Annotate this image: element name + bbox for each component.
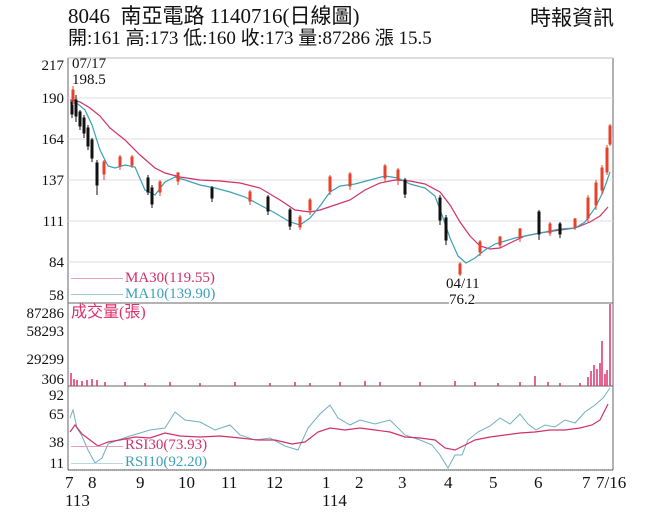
- x-tick-jun: 6: [534, 473, 543, 492]
- volume-label: 量: [298, 28, 318, 49]
- chart-kind: (日線圖): [282, 4, 360, 28]
- x-tick-jul: 7: [65, 473, 74, 492]
- low-value: 160: [207, 28, 236, 49]
- change-value: 15.5: [398, 28, 432, 49]
- x-year-113: 113: [65, 491, 90, 510]
- volume-tick-3: 29299: [26, 352, 65, 368]
- x-tick-jan: 1: [322, 473, 331, 492]
- x-tick-mar: 3: [398, 473, 407, 492]
- ma10-line: [69, 101, 611, 264]
- rsi-tick-38: 38: [49, 435, 64, 451]
- high-value: 173: [149, 28, 179, 49]
- x-tick-jul2: 7: [582, 473, 591, 492]
- ma10-legend: MA10(139.90): [125, 286, 216, 302]
- price-tick-137: 137: [41, 173, 65, 189]
- price-tick-58: 58: [49, 288, 64, 304]
- open-value: 161: [92, 28, 121, 49]
- candlesticks: [70, 86, 612, 276]
- ma30-legend-swatch: [71, 278, 123, 279]
- stock-code: 8046: [68, 4, 110, 28]
- high-label: 高: [125, 28, 145, 49]
- volume-bars: [70, 304, 611, 386]
- rsi30-legend: RSI30(73.93): [125, 437, 208, 453]
- x-year-114: 114: [322, 491, 347, 510]
- x-tick-aug: 8: [88, 473, 97, 492]
- change-label: 漲: [374, 28, 394, 49]
- rsi10-line: [69, 387, 611, 470]
- high-date-label: 07/17: [72, 56, 107, 72]
- volume-tick-min: 306: [41, 372, 65, 388]
- rsi-tick-65: 65: [49, 407, 64, 423]
- price-tick-84: 84: [49, 255, 64, 271]
- rsi-tick-11: 11: [49, 456, 64, 472]
- low-label: 低: [183, 28, 203, 49]
- price-tick-190: 190: [41, 91, 65, 107]
- chart-date: 1140716: [209, 4, 283, 28]
- low-value-label: 76.2: [449, 292, 476, 308]
- volume-tick-2: 58293: [26, 324, 65, 340]
- close-label: 收: [240, 28, 260, 49]
- ma30-legend: MA30(119.55): [125, 270, 215, 286]
- x-tick-may: 5: [489, 473, 498, 492]
- price-tick-217: 217: [41, 58, 65, 74]
- rsi10-legend-swatch: [71, 463, 123, 464]
- x-tick-apr: 4: [444, 473, 453, 492]
- ma30-line: [69, 99, 609, 250]
- ma10-legend-swatch: [71, 294, 123, 295]
- brand-label: 時報資訊: [530, 6, 614, 30]
- x-tick-feb: 2: [355, 473, 364, 492]
- rsi10-legend: RSI10(92.20): [125, 454, 208, 470]
- low-date-label: 04/11: [446, 276, 480, 292]
- rsi-tick-92: 92: [49, 388, 64, 404]
- x-tick-last: 7/16: [596, 473, 627, 492]
- volume-tick-max: 87286: [26, 306, 65, 322]
- x-tick-nov: 11: [221, 473, 238, 492]
- high-value-label: 198.5: [72, 72, 106, 88]
- x-tick-oct: 10: [178, 473, 195, 492]
- price-tick-111: 111: [42, 214, 64, 230]
- ohlc-summary: 開:161 高:173 低:160 收:173 量:87286 漲 15.5: [68, 28, 432, 49]
- chart-title: 8046 南亞電路 1140716(日線圖): [68, 4, 359, 28]
- rsi30-legend-swatch: [71, 446, 123, 447]
- volume-title: 成交量(張): [71, 304, 146, 321]
- price-panel: [67, 57, 614, 470]
- price-tick-164: 164: [41, 132, 65, 148]
- x-tick-sep: 9: [136, 473, 145, 492]
- volume-panel: [68, 304, 613, 387]
- volume-value: 87286: [322, 28, 370, 49]
- stock-name: 南亞電路: [120, 4, 205, 28]
- x-tick-dec: 12: [266, 473, 283, 492]
- open-label: 開: [68, 28, 88, 49]
- rsi30-line: [69, 403, 609, 451]
- close-value: 173: [264, 28, 294, 49]
